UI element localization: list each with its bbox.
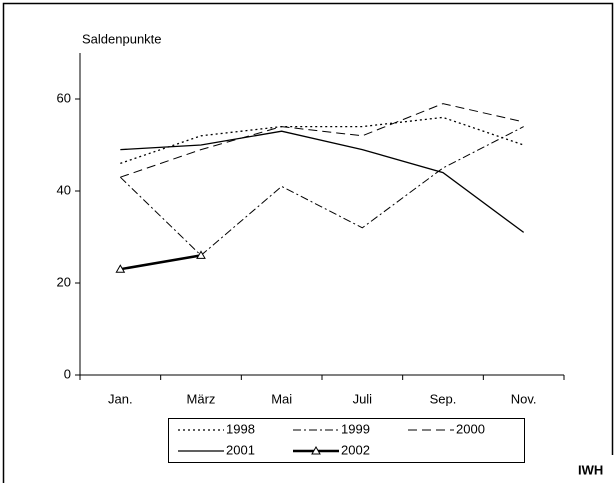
x-tick-label: Nov. <box>511 391 537 406</box>
marker <box>196 250 206 259</box>
x-tick-label: März <box>187 391 216 406</box>
series-line <box>119 126 524 257</box>
y-axis-label: Saldenpunkte <box>82 31 162 46</box>
legend-label: 1999 <box>341 421 370 436</box>
y-tick-label: 60 <box>57 90 71 105</box>
y-tick-label: 20 <box>57 274 71 289</box>
series-line <box>120 116 524 165</box>
source: IWH <box>578 462 603 477</box>
legend-label: 2002 <box>341 442 370 457</box>
series-line <box>120 130 525 233</box>
x-tick-label: Mai <box>271 391 292 406</box>
x-tick-label: Jan. <box>108 391 133 406</box>
legend-label: 2000 <box>456 421 485 436</box>
series-line <box>120 103 524 178</box>
x-tick-label: Sep. <box>430 391 457 406</box>
x-tick-label: Juli <box>353 391 373 406</box>
y-tick-label: 40 <box>57 182 71 197</box>
y-tick-label: 0 <box>64 366 71 381</box>
marker <box>115 264 126 273</box>
legend-label: 2001 <box>226 442 255 457</box>
legend-label: 1998 <box>226 421 255 436</box>
legend-marker <box>311 445 321 455</box>
legend <box>168 418 525 463</box>
series-line <box>120 254 202 271</box>
